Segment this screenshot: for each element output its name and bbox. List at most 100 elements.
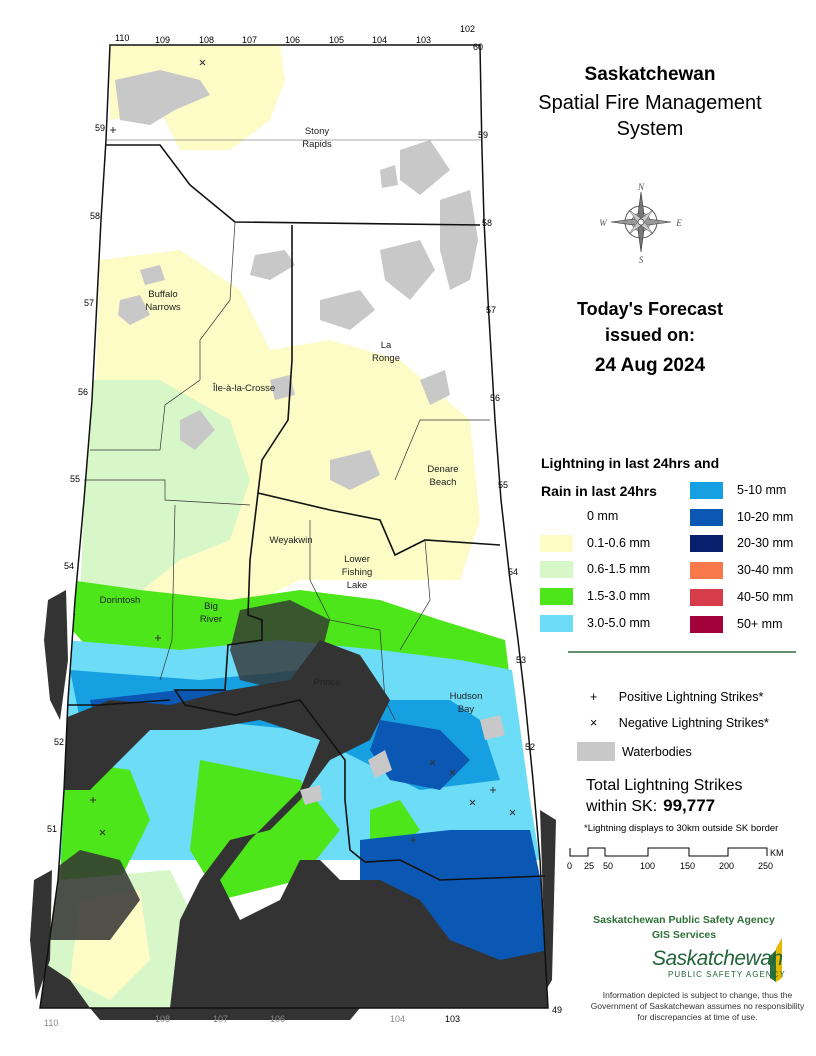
lat-label: 59: [95, 123, 105, 133]
rain-label: 0.1-0.6 mm: [587, 535, 651, 550]
lon-label: 108: [199, 35, 214, 45]
total-strikes: Total Lightning Strikes within SK: 99,777: [586, 776, 743, 817]
lat-label: 49: [552, 1005, 562, 1015]
forecast-line1: Today's Forecast: [577, 299, 723, 319]
agency-logo-mark: [770, 938, 782, 982]
plus-icon: +: [590, 690, 598, 704]
legend-positive-strike: + Positive Lightning Strikes*: [590, 688, 763, 706]
rain-swatch: [690, 562, 723, 580]
rain-swatch: [690, 535, 723, 553]
scale-tick: 50: [603, 861, 613, 871]
agency-name: Saskatchewan Public Safety Agency: [593, 914, 775, 926]
lon-label: 108: [155, 1014, 170, 1024]
scale-bar: 0 25 50 100 150 200 250 KM: [567, 847, 784, 871]
rain-label: 30-40 mm: [737, 563, 794, 578]
total-strikes-label1: Total Lightning Strikes: [586, 777, 743, 794]
legend-title-line1: Lightning in last 24hrs and: [541, 455, 720, 471]
lat-label: 55: [498, 480, 508, 490]
total-strikes-value: 99,777: [663, 796, 716, 815]
scale-tick: 250: [758, 861, 773, 871]
place-label: Denare: [427, 464, 458, 475]
place-label: River: [200, 614, 222, 625]
forecast-heading: Today's Forecast issued on:: [520, 296, 780, 348]
rain-swatch: [690, 482, 723, 499]
scale-tick: 100: [640, 861, 655, 871]
rain-swatch: [540, 614, 573, 632]
lon-label: 106: [270, 1014, 285, 1024]
lon-label: 106: [285, 35, 300, 45]
lon-label: 109: [155, 35, 170, 45]
scale-tick: 25: [584, 861, 594, 871]
place-label: Buffalo: [148, 289, 177, 300]
graticule-labels: 110 109 108 107 106 105 104 103 102 60 5…: [44, 24, 562, 1028]
place-label: La: [381, 340, 392, 351]
lat-label: 51: [47, 824, 57, 834]
legend-title-line2: Rain in last 24hrs: [541, 483, 657, 499]
forecast-date: 24 Aug 2024: [594, 355, 706, 376]
place-label: Île-à-la-Crosse: [212, 383, 275, 394]
lat-label: 52: [525, 742, 535, 752]
rain-label: 0 mm: [587, 509, 619, 523]
svg-text:N: N: [637, 182, 645, 192]
legend-waterbodies-label: Waterbodies: [622, 745, 692, 759]
rain-swatch: [540, 534, 573, 552]
svg-text:E: E: [675, 218, 682, 228]
lon-label: 103: [416, 35, 431, 45]
rain-swatch: [690, 615, 723, 633]
compass-rose: N E S W: [599, 182, 682, 265]
svg-text:W: W: [599, 218, 608, 228]
scale-unit: KM: [770, 848, 784, 858]
agency-logo-name: Saskatchewan: [652, 947, 783, 970]
lat-label: 56: [78, 387, 88, 397]
forecast-line2: issued on:: [604, 325, 695, 345]
title-province: Saskatchewan: [584, 64, 716, 85]
place-label: Weyakwin: [269, 535, 312, 546]
place-label: Lower: [344, 554, 370, 565]
place-label: Bay: [458, 704, 475, 715]
total-strikes-label2: within SK:: [586, 798, 658, 815]
lon-label: 110: [115, 33, 129, 43]
lon-label: 104: [390, 1014, 405, 1024]
scale-tick: 150: [680, 861, 695, 871]
title-system-line1: Spatial Fire Management: [538, 92, 762, 114]
lat-label: 58: [90, 211, 100, 221]
svg-text:S: S: [639, 255, 644, 265]
scale-tick: 200: [719, 861, 734, 871]
title-system-line2: System: [616, 118, 684, 140]
lat-label: 55: [70, 474, 80, 484]
lat-label: 57: [486, 305, 496, 315]
lon-label: 110: [44, 1018, 58, 1028]
place-label: Narrows: [145, 302, 181, 313]
lat-label: 54: [508, 567, 518, 577]
place-label: Stony: [305, 126, 330, 137]
rain-swatch: [690, 588, 723, 606]
legend-negative-label: Negative Lightning Strikes*: [618, 716, 769, 730]
place-label: Prince: [314, 677, 341, 688]
lat-label: 52: [54, 737, 64, 747]
legend-positive-label: Positive Lightning Strikes*: [618, 690, 764, 704]
rain-swatch: [540, 561, 573, 579]
place-label: Ronge: [372, 353, 400, 364]
lat-label: 57: [84, 298, 94, 308]
rain-label: 3.0-5.0 mm: [587, 615, 651, 630]
lat-label: 58: [482, 218, 492, 228]
rain-label: 10-20 mm: [737, 509, 794, 524]
place-label: Fishing: [342, 567, 373, 578]
waterbodies-swatch: [577, 742, 615, 761]
title-system: Spatial Fire Management System: [500, 90, 800, 142]
lon-label: 103: [445, 1014, 460, 1024]
lat-label: 60: [473, 42, 483, 52]
rain-swatch: [540, 588, 573, 606]
disclaimer: Information depicted is subject to chang…: [590, 990, 805, 1022]
lon-label: 105: [329, 35, 344, 45]
lon-label: 107: [242, 35, 257, 45]
lat-label: 53: [516, 655, 526, 665]
lon-label: 107: [213, 1014, 228, 1024]
agency-logo-sub: PUBLIC SAFETY AGENCY: [668, 970, 786, 979]
lat-label: 54: [64, 561, 74, 571]
rain-label: 20-30 mm: [737, 536, 794, 551]
cross-icon: ×: [590, 716, 598, 730]
place-label: Beach: [430, 477, 457, 488]
rain-label: 5-10 mm: [737, 483, 787, 497]
